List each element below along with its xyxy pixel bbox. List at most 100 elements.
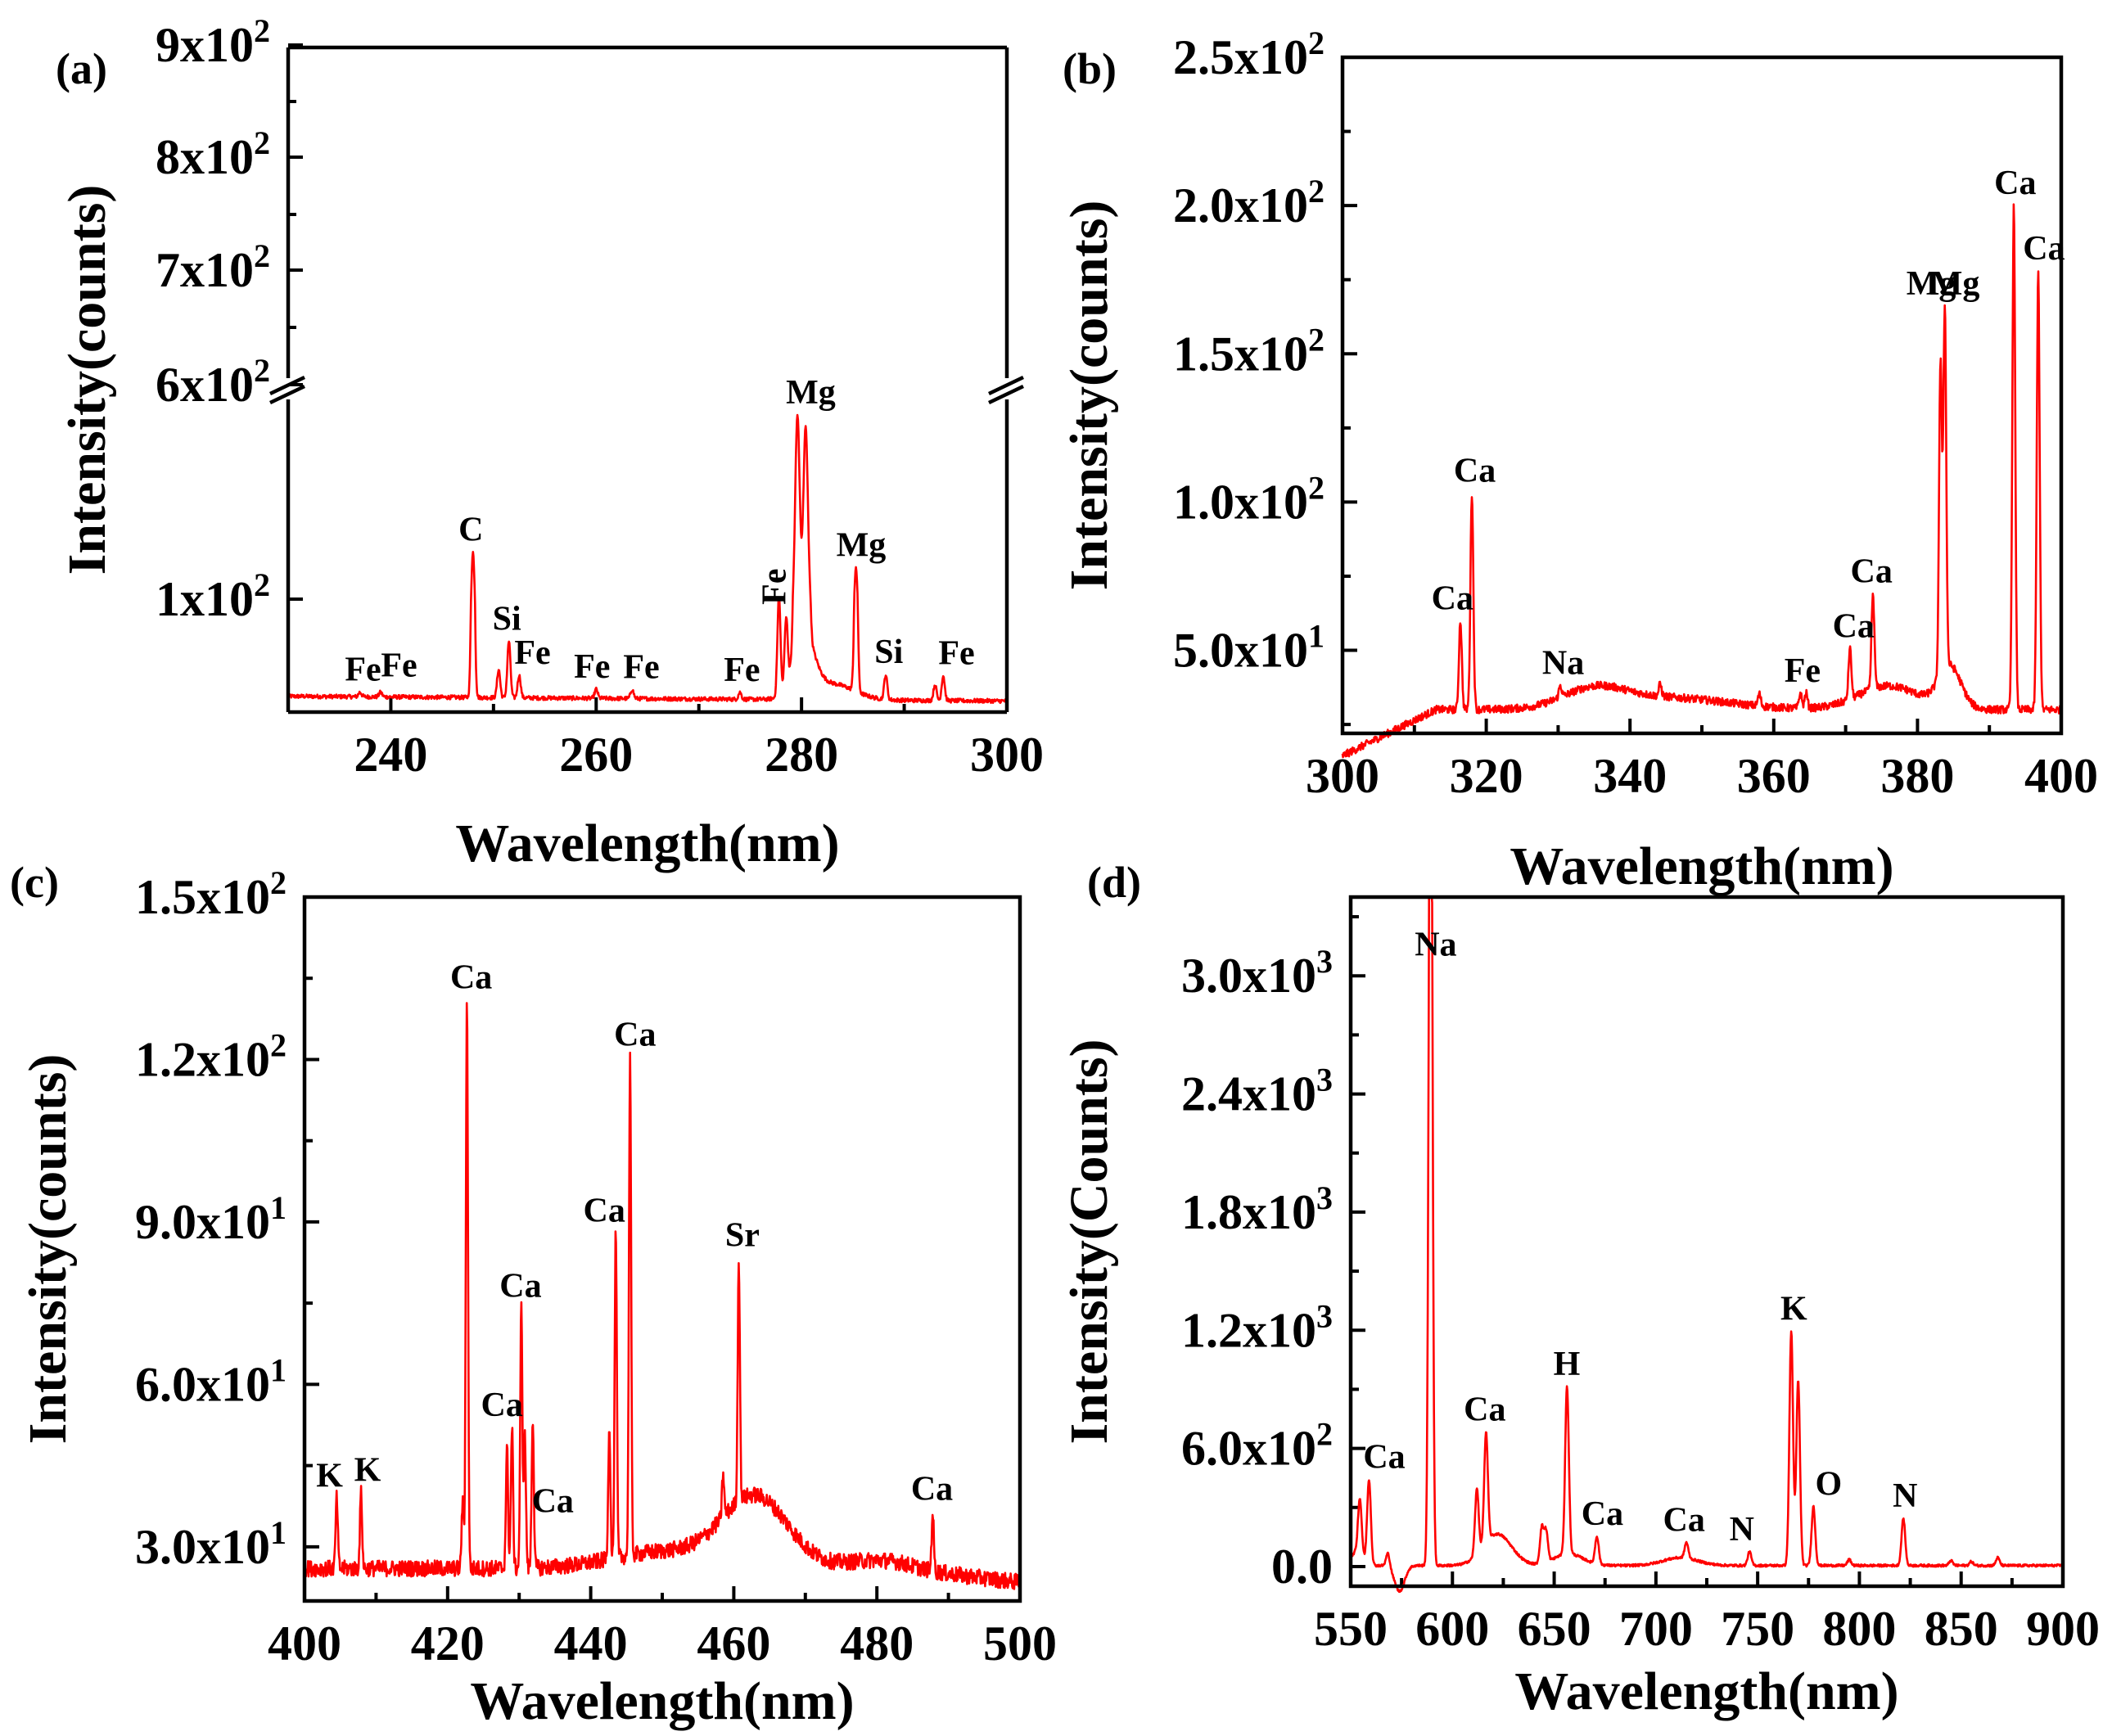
peak-label: Fe	[574, 648, 610, 686]
y-tick-label: 5.0x101	[1173, 618, 1325, 678]
x-tick-label: 240	[354, 728, 427, 782]
peak-label: Ca	[1663, 1501, 1704, 1539]
peak-label: Mg	[1930, 265, 1980, 303]
spectrum-traces	[303, 1002, 1021, 1590]
x-tick-label: 800	[1822, 1602, 1896, 1656]
peak-label: Ca	[2023, 230, 2065, 268]
axis-ticks	[287, 43, 1009, 712]
spectrum-traces	[1350, 895, 2064, 1594]
spectrum-line	[287, 413, 1007, 705]
y-tick-label: 9x102	[156, 12, 270, 72]
y-tick-label: 3.0x101	[135, 1514, 287, 1574]
x-tick-label: 550	[1314, 1602, 1388, 1656]
y-tick-label: 1.5x102	[1173, 321, 1325, 381]
x-axis-label: Wavelength(nm)	[470, 1671, 854, 1731]
x-tick-label: 600	[1415, 1602, 1489, 1656]
peak-label: Ca	[481, 1387, 523, 1424]
peak-label: Ca	[450, 959, 492, 997]
panel-label: (c)	[10, 858, 59, 907]
y-tick-label: 3.0x103	[1181, 943, 1333, 1003]
peak-label: Ca	[1833, 607, 1875, 645]
peak-label: Ca	[499, 1267, 541, 1305]
peak-label: Ca	[1851, 553, 1893, 591]
peak-label: Fe	[756, 569, 793, 605]
y-axis-label: Intensity(counts)	[1059, 201, 1119, 591]
x-tick-label: 400	[2024, 749, 2098, 803]
peak-label: Fe	[623, 648, 659, 686]
y-tick-labels: 1x102 6x102 7x102 8x102 9x102	[156, 12, 270, 626]
peak-labels: K K Ca Ca Ca Ca Ca Ca Sr Ca	[316, 959, 953, 1521]
y-tick-label: 1.2x102	[135, 1026, 287, 1086]
peak-labels: Ca Na Ca H Ca Ca N K O N	[1363, 926, 1917, 1548]
y-tick-label: 8x102	[156, 124, 270, 184]
peak-label: Ca	[1363, 1439, 1405, 1477]
x-tick-label: 700	[1619, 1602, 1693, 1656]
axes-frame	[1348, 895, 2065, 1589]
panel-b: (b) 5.0x1011.0x1021.5x1022.0x1022.5x102 …	[1059, 25, 2098, 896]
panel-d: (d) 0.0 6.0x102 1.2x103 1.8x103 2.4x103 3.0x1…	[1059, 858, 2100, 1721]
y-tick-label: 6.0x101	[135, 1351, 287, 1411]
peak-label: Ca	[1454, 452, 1496, 489]
peak-label: K	[316, 1457, 343, 1495]
peak-label: Mg	[1907, 265, 1956, 303]
peak-label: Mg	[837, 527, 887, 565]
peak-label: Na	[1542, 645, 1584, 683]
x-tick-label: 420	[411, 1617, 485, 1671]
x-tick-label: 260	[559, 728, 633, 782]
peak-label: Si	[493, 600, 521, 638]
peak-label: N	[1893, 1477, 1917, 1515]
peak-label: Ca	[1432, 579, 1473, 617]
y-tick-label: 1x102	[156, 566, 270, 626]
axes-frame	[302, 895, 1022, 1603]
y-tick-labels: 0.0 6.0x102 1.2x103 1.8x103 2.4x103 3.0x103	[1181, 943, 1333, 1594]
y-tick-label: 9.0x101	[135, 1189, 287, 1249]
y-tick-label: 1.0x102	[1173, 469, 1325, 529]
x-tick-label: 360	[1737, 749, 1811, 803]
x-tick-label: 650	[1518, 1602, 1591, 1656]
x-tick-label: 750	[1721, 1602, 1794, 1656]
y-tick-label: 1.8x103	[1181, 1179, 1333, 1239]
x-tick-label: 900	[2026, 1602, 2100, 1656]
x-tick-label: 340	[1593, 749, 1667, 803]
y-tick-label: 7x102	[156, 237, 270, 297]
y-tick-label: 2.0x102	[1173, 173, 1325, 232]
x-tick-label: 400	[268, 1617, 341, 1671]
peak-label: Fe	[381, 647, 417, 685]
y-tick-label: 6.0x102	[1181, 1416, 1333, 1476]
x-tick-label: 850	[1925, 1602, 1998, 1656]
peak-label: N	[1730, 1511, 1754, 1549]
axes-frame	[1340, 55, 2064, 736]
x-axis-label: Wavelength(nm)	[455, 814, 839, 873]
peak-label: K	[354, 1452, 381, 1490]
spectrum-line	[303, 1002, 1021, 1590]
x-tick-label: 480	[840, 1617, 914, 1671]
x-tick-label: 440	[554, 1617, 628, 1671]
peak-label: Fe	[1785, 652, 1821, 690]
peak-label: H	[1554, 1346, 1581, 1383]
y-axis-label: Intensity(counts)	[18, 1054, 78, 1445]
panel-label: (b)	[1063, 44, 1117, 93]
y-axis-label: Intensity(counts)	[57, 185, 117, 575]
peak-label: Na	[1415, 926, 1456, 963]
panel-label: (d)	[1087, 858, 1141, 907]
peak-label: K	[1780, 1290, 1807, 1328]
peak-label: O	[1816, 1466, 1843, 1504]
x-tick-label: 300	[970, 728, 1044, 782]
y-tick-label: 2.5x102	[1173, 25, 1325, 84]
spectrum-line	[1350, 895, 2064, 1594]
axes-frame	[286, 45, 1009, 715]
y-tick-labels: 3.0x101 6.0x101 9.0x101 1.2x102 1.5x102	[135, 864, 287, 1574]
peak-label: Fe	[514, 634, 550, 672]
peak-label: Mg	[786, 374, 836, 412]
spectrum-traces	[1341, 203, 2062, 759]
peak-label: Ca	[532, 1482, 574, 1520]
peak-label: Ca	[911, 1470, 953, 1508]
x-tick-label: 500	[983, 1617, 1057, 1671]
x-tick-label: 280	[765, 728, 838, 782]
x-tick-label: 380	[1880, 749, 1954, 803]
x-tick-label: 460	[697, 1617, 770, 1671]
x-axis-label: Wavelength(nm)	[1510, 836, 1893, 896]
